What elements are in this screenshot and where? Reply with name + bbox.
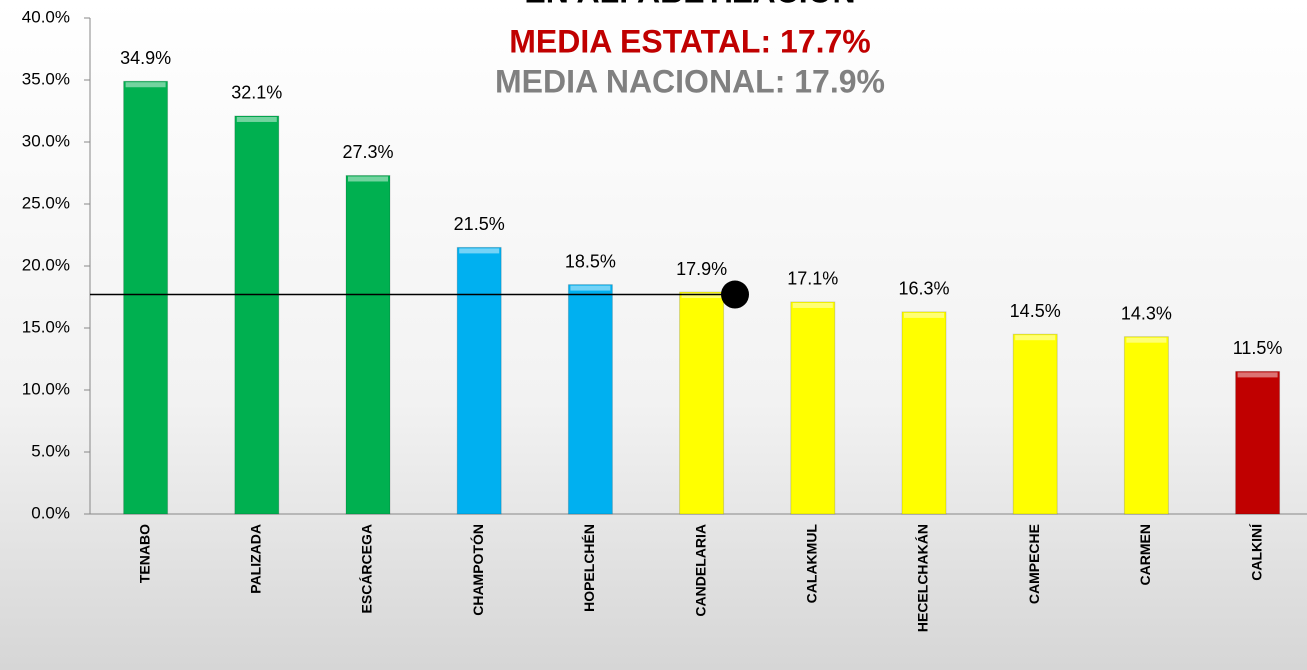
y-tick-label: 0.0% — [31, 503, 70, 522]
bar — [123, 80, 169, 515]
bar-highlight — [125, 82, 166, 88]
x-tick-label: CALKINÍ — [1248, 523, 1264, 581]
bar — [679, 291, 725, 515]
data-label: 21.5% — [454, 214, 505, 234]
y-tick-label: 5.0% — [31, 441, 70, 460]
bar — [1123, 336, 1169, 515]
y-tick-label: 40.0% — [22, 7, 70, 26]
bar — [901, 311, 947, 515]
data-label: 14.5% — [1010, 301, 1061, 321]
bar — [1012, 333, 1058, 515]
y-tick-label: 25.0% — [22, 193, 70, 212]
bar-highlight — [459, 248, 500, 254]
y-tick-label: 15.0% — [22, 317, 70, 336]
bar — [345, 174, 391, 515]
x-tick-label: CARMEN — [1137, 524, 1153, 585]
bar-highlight — [348, 176, 388, 182]
data-label: 17.9% — [676, 259, 727, 279]
x-tick-label: CHAMPOTÓN — [469, 524, 486, 616]
bar-highlight — [236, 116, 277, 122]
chart-subtitle: MEDIA NACIONAL: 17.9% — [495, 63, 885, 99]
y-tick-label: 10.0% — [22, 379, 70, 398]
bar — [1235, 370, 1281, 515]
bar-highlight — [1237, 372, 1278, 378]
y-tick-label: 35.0% — [22, 69, 70, 88]
bar — [456, 246, 502, 515]
x-tick-label: HOPELCHÉN — [581, 524, 597, 612]
x-tick-label: CAMPECHE — [1026, 524, 1042, 604]
data-label: 27.3% — [342, 142, 393, 162]
x-tick-label: CANDELARIA — [692, 524, 708, 617]
data-label: 11.5% — [1233, 338, 1283, 358]
chart-title: EN ALFABETIZACIÓN — [524, 0, 855, 9]
data-label: 34.9% — [120, 48, 171, 68]
x-tick-label: CALAKMUL — [804, 524, 820, 604]
bar-highlight — [1015, 335, 1056, 341]
bar — [790, 301, 836, 515]
data-label: 17.1% — [787, 269, 838, 289]
x-tick-label: ESCÁRCEGA — [359, 524, 375, 613]
reference-dot — [721, 280, 749, 309]
data-label: 14.3% — [1121, 303, 1172, 323]
bar-highlight — [904, 312, 944, 318]
y-tick-label: 30.0% — [22, 131, 70, 150]
data-label: 18.5% — [565, 251, 616, 271]
x-tick-label: TENABO — [136, 524, 152, 583]
bar-highlight — [681, 293, 722, 299]
chart-subtitle: MEDIA ESTATAL: 17.7% — [509, 23, 871, 59]
bar — [234, 115, 280, 515]
data-label: 16.3% — [898, 279, 949, 299]
bar — [567, 284, 613, 515]
y-tick-label: 20.0% — [22, 255, 70, 274]
data-label: 32.1% — [231, 83, 282, 103]
x-tick-label: HECELCHAKÁN — [915, 524, 931, 632]
bar-highlight — [792, 302, 833, 308]
bar-highlight — [1126, 337, 1167, 343]
x-tick-label: PALIZADA — [248, 524, 264, 594]
bar-highlight — [570, 285, 611, 291]
